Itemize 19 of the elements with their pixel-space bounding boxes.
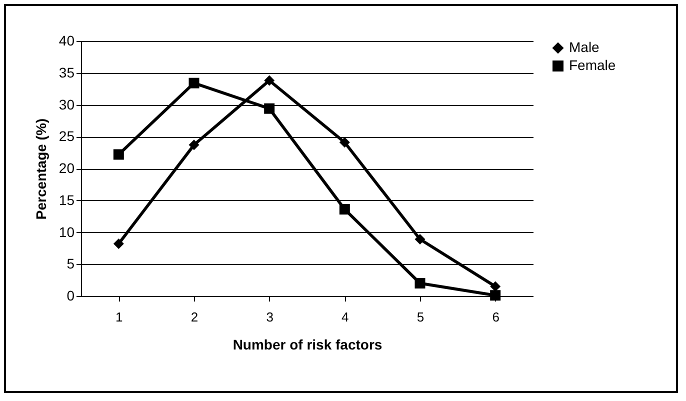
x-tick-label: 2 (190, 310, 198, 324)
y-tick-label: 10 (58, 224, 75, 240)
x-tick-label: 3 (266, 310, 274, 324)
y-tick-label: 40 (58, 32, 75, 48)
x-tick-label: 4 (342, 310, 349, 324)
y-tick-label: 35 (58, 64, 75, 80)
y-tick-label: 5 (66, 256, 75, 272)
x-tick-label: 5 (416, 310, 424, 324)
x-tick-label: 1 (116, 310, 123, 324)
y-tick-label: 25 (58, 128, 75, 144)
y-tick-label: 0 (66, 288, 75, 304)
legend-label: Male (569, 39, 600, 55)
y-tick-label: 30 (58, 96, 75, 112)
x-tick-label: 6 (492, 310, 500, 324)
y-tick-label: 20 (58, 160, 75, 176)
x-axis-title: Number of risk factors (232, 336, 382, 352)
y-axis-title: Percentage (%) (32, 118, 49, 220)
y-tick-label: 15 (58, 192, 75, 208)
legend-label: Female (569, 57, 616, 73)
